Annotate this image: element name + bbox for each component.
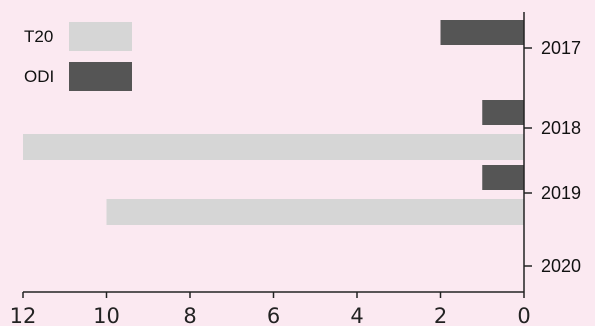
legend-label-t20: T20	[24, 27, 53, 46]
axes-layer: 2017 2018 2019 2020 0 2 4 6 8 10 12	[10, 12, 581, 326]
y-tick-label-2017: 2017	[541, 38, 581, 58]
x-tick-label-8: 8	[183, 304, 196, 326]
bar-t20-2019	[106, 199, 524, 225]
bar-t20-2018	[23, 134, 524, 160]
x-tick-label-2: 2	[434, 304, 447, 326]
legend: T20 ODI	[24, 22, 132, 91]
legend-swatch-odi	[69, 62, 132, 91]
bar-odi-2017	[440, 20, 524, 45]
bar-odi-2019	[482, 165, 524, 190]
x-tick-label-12: 12	[10, 304, 37, 326]
x-tick-label-6: 6	[267, 304, 280, 326]
legend-label-odi: ODI	[24, 67, 54, 86]
x-tick-label-10: 10	[93, 304, 120, 326]
y-tick-label-2019: 2019	[541, 183, 581, 203]
bars-layer	[23, 20, 524, 225]
x-tick-label-0: 0	[517, 304, 530, 326]
x-tick-label-4: 4	[350, 304, 363, 326]
legend-swatch-t20	[69, 22, 132, 51]
bar-odi-2018	[482, 100, 524, 125]
y-tick-label-2020: 2020	[541, 256, 581, 276]
y-tick-label-2018: 2018	[541, 118, 581, 138]
